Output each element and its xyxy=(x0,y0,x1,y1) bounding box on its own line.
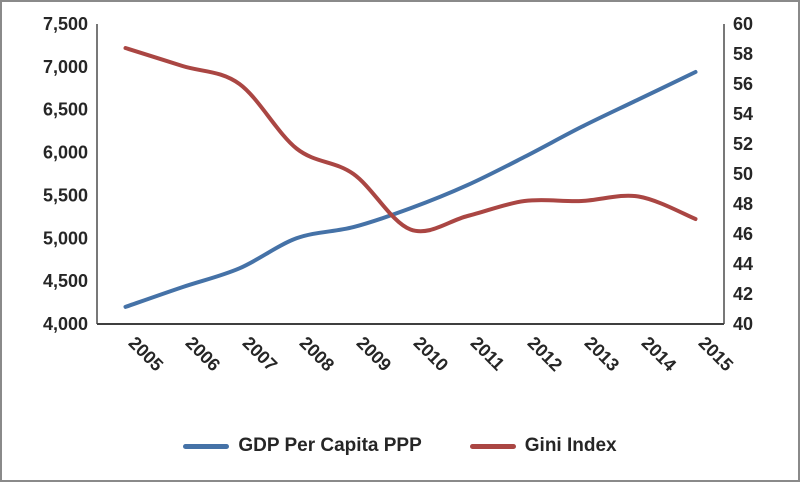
y-axis-left-tick-label: 4,500 xyxy=(43,271,88,291)
x-axis-label: 2007 xyxy=(239,333,281,375)
x-axis-label: 2011 xyxy=(467,333,509,375)
gdp-legend-label: GDP Per Capita PPP xyxy=(238,435,422,456)
y-axis-right-tick-label: 40 xyxy=(733,314,753,334)
y-axis-left-tick-label: 5,000 xyxy=(43,228,88,248)
y-axis-right-tick-label: 44 xyxy=(733,254,753,274)
y-axis-left-tick-label: 6,500 xyxy=(43,100,88,120)
x-axis-label: 2008 xyxy=(296,333,338,375)
gini-legend-label: Gini Index xyxy=(524,435,617,456)
gdp-gini-line-chart: 4,000 4,500 5,000 5,500 6,000 6,500 7,000 7,500… xyxy=(43,14,753,375)
gdp-per-capita-ppp-line xyxy=(123,70,698,309)
gdp-line-swatch xyxy=(183,443,230,449)
y-axis-left-tick-label: 4,000 xyxy=(43,314,88,334)
y-axis-left-tick-label: 5,500 xyxy=(43,185,88,205)
y-axis-right-tick-label: 58 xyxy=(733,44,753,64)
x-axis-label: 2012 xyxy=(524,333,566,375)
x-axis-label: 2010 xyxy=(410,333,452,375)
x-axis-label: 2009 xyxy=(353,333,395,375)
y-axis-right-tick-label: 52 xyxy=(733,134,753,154)
x-axis-label: 2006 xyxy=(182,333,224,375)
legend-item-gini: Gini Index xyxy=(469,435,617,457)
y-axis-right-tick-label: 46 xyxy=(733,224,753,244)
x-axis-label: 2013 xyxy=(581,333,623,375)
gini-index-line xyxy=(123,46,698,234)
x-axis-label: 2015 xyxy=(695,333,737,375)
legend-item-gdp: GDP Per Capita PPP xyxy=(183,435,422,457)
y-axis-right-tick-label: 60 xyxy=(733,14,753,34)
y-axis-left-tick-label: 7,000 xyxy=(43,57,88,77)
y-axis-right-tick-label: 54 xyxy=(733,104,753,124)
chart-legend: GDP Per Capita PPP Gini Index xyxy=(2,411,798,480)
x-axis-label: 2005 xyxy=(125,333,167,375)
y-axis-left-tick-label: 7,500 xyxy=(43,14,88,34)
gini-line-swatch xyxy=(469,443,516,449)
y-axis-right-tick-label: 42 xyxy=(733,284,753,304)
y-axis-right-tick-label: 48 xyxy=(733,194,753,214)
y-axis-left-tick-label: 6,000 xyxy=(43,143,88,163)
y-axis-right-tick-label: 56 xyxy=(733,74,753,94)
x-axis-label: 2014 xyxy=(638,333,680,375)
y-axis-right-tick-label: 50 xyxy=(733,164,753,184)
